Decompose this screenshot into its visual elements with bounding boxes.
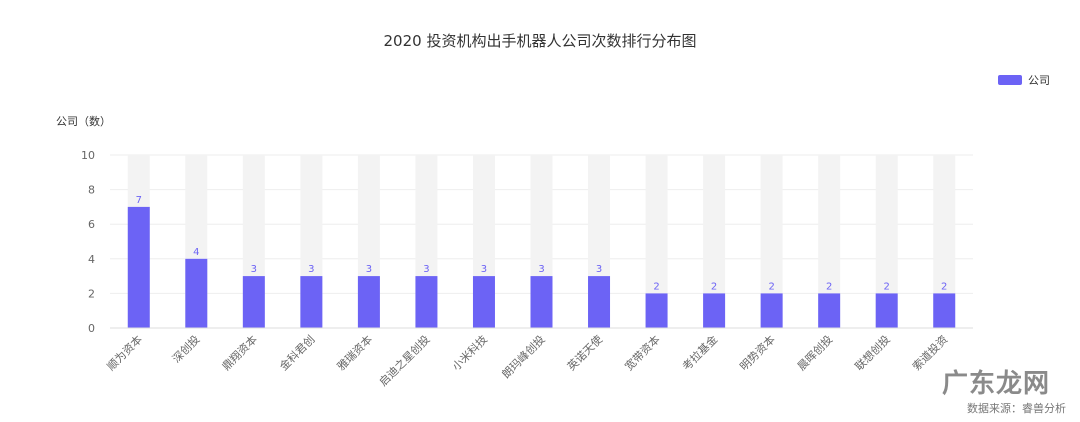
- bar: [645, 293, 668, 328]
- x-tick-label: 英诺天使: [564, 332, 605, 373]
- legend-label: 公司: [1028, 74, 1050, 87]
- data-label: 3: [423, 264, 429, 275]
- legend-swatch: [998, 75, 1022, 85]
- bar: [588, 276, 611, 328]
- x-tick-label: 明势资本: [737, 332, 778, 373]
- background-bar: [703, 155, 726, 328]
- source-note: 数据来源：睿兽分析: [967, 402, 1066, 415]
- bar: [415, 276, 438, 328]
- x-tick-label: 朗玛峰创投: [499, 332, 548, 381]
- y-tick-label: 10: [81, 149, 95, 162]
- data-label: 4: [193, 247, 199, 258]
- bar: [818, 293, 841, 328]
- data-label: 2: [826, 281, 832, 292]
- bar: [472, 276, 495, 328]
- data-label: 3: [251, 264, 257, 275]
- bar: [185, 258, 208, 328]
- y-tick-label: 2: [88, 287, 95, 300]
- bar: [875, 293, 898, 328]
- background-bar: [933, 155, 956, 328]
- x-tick-label: 鼎翔资本: [219, 332, 260, 373]
- background-bar: [760, 155, 783, 328]
- data-label: 2: [653, 281, 659, 292]
- x-tick-label: 宽带资本: [622, 332, 663, 373]
- x-tick-label: 联想创投: [852, 332, 893, 373]
- y-axis-label: 公司（数）: [56, 115, 111, 128]
- data-label: 2: [884, 281, 890, 292]
- x-tick-label: 雅瑞资本: [334, 332, 375, 373]
- x-tick-label: 顺为资本: [104, 332, 145, 373]
- x-tick-label: 启迪之星创投: [376, 332, 433, 389]
- data-label: 3: [481, 264, 487, 275]
- data-label: 3: [308, 264, 314, 275]
- bar: [933, 293, 956, 328]
- background-bar: [818, 155, 841, 328]
- bar: [242, 276, 265, 328]
- x-tick-label: 小米科技: [449, 332, 490, 373]
- bar: [760, 293, 783, 328]
- legend[interactable]: 公司: [998, 72, 1050, 88]
- bar: [357, 276, 380, 328]
- x-tick-label: 金科君创: [276, 332, 317, 373]
- data-label: 7: [136, 195, 142, 206]
- data-label: 2: [768, 281, 774, 292]
- data-label: 3: [538, 264, 544, 275]
- x-tick-label: 考拉基金: [679, 332, 720, 373]
- data-label: 2: [711, 281, 717, 292]
- y-tick-label: 6: [88, 218, 95, 231]
- y-tick-label: 0: [88, 322, 95, 335]
- bar: [300, 276, 323, 328]
- bar: [127, 206, 150, 328]
- background-bar: [875, 155, 898, 328]
- x-tick-label: 深创投: [169, 332, 202, 365]
- y-tick-label: 4: [88, 253, 95, 266]
- background-bar: [645, 155, 668, 328]
- watermark-logo: 广东龙网: [941, 369, 1050, 399]
- data-label: 3: [596, 264, 602, 275]
- y-tick-label: 8: [88, 184, 95, 197]
- data-label: 3: [366, 264, 372, 275]
- x-tick-label: 晨晖创投: [794, 332, 835, 373]
- chart-title: 2020 投资机构出手机器人公司次数排行分布图: [383, 32, 697, 50]
- bar: [703, 293, 726, 328]
- data-label: 2: [941, 281, 947, 292]
- bar: [530, 276, 553, 328]
